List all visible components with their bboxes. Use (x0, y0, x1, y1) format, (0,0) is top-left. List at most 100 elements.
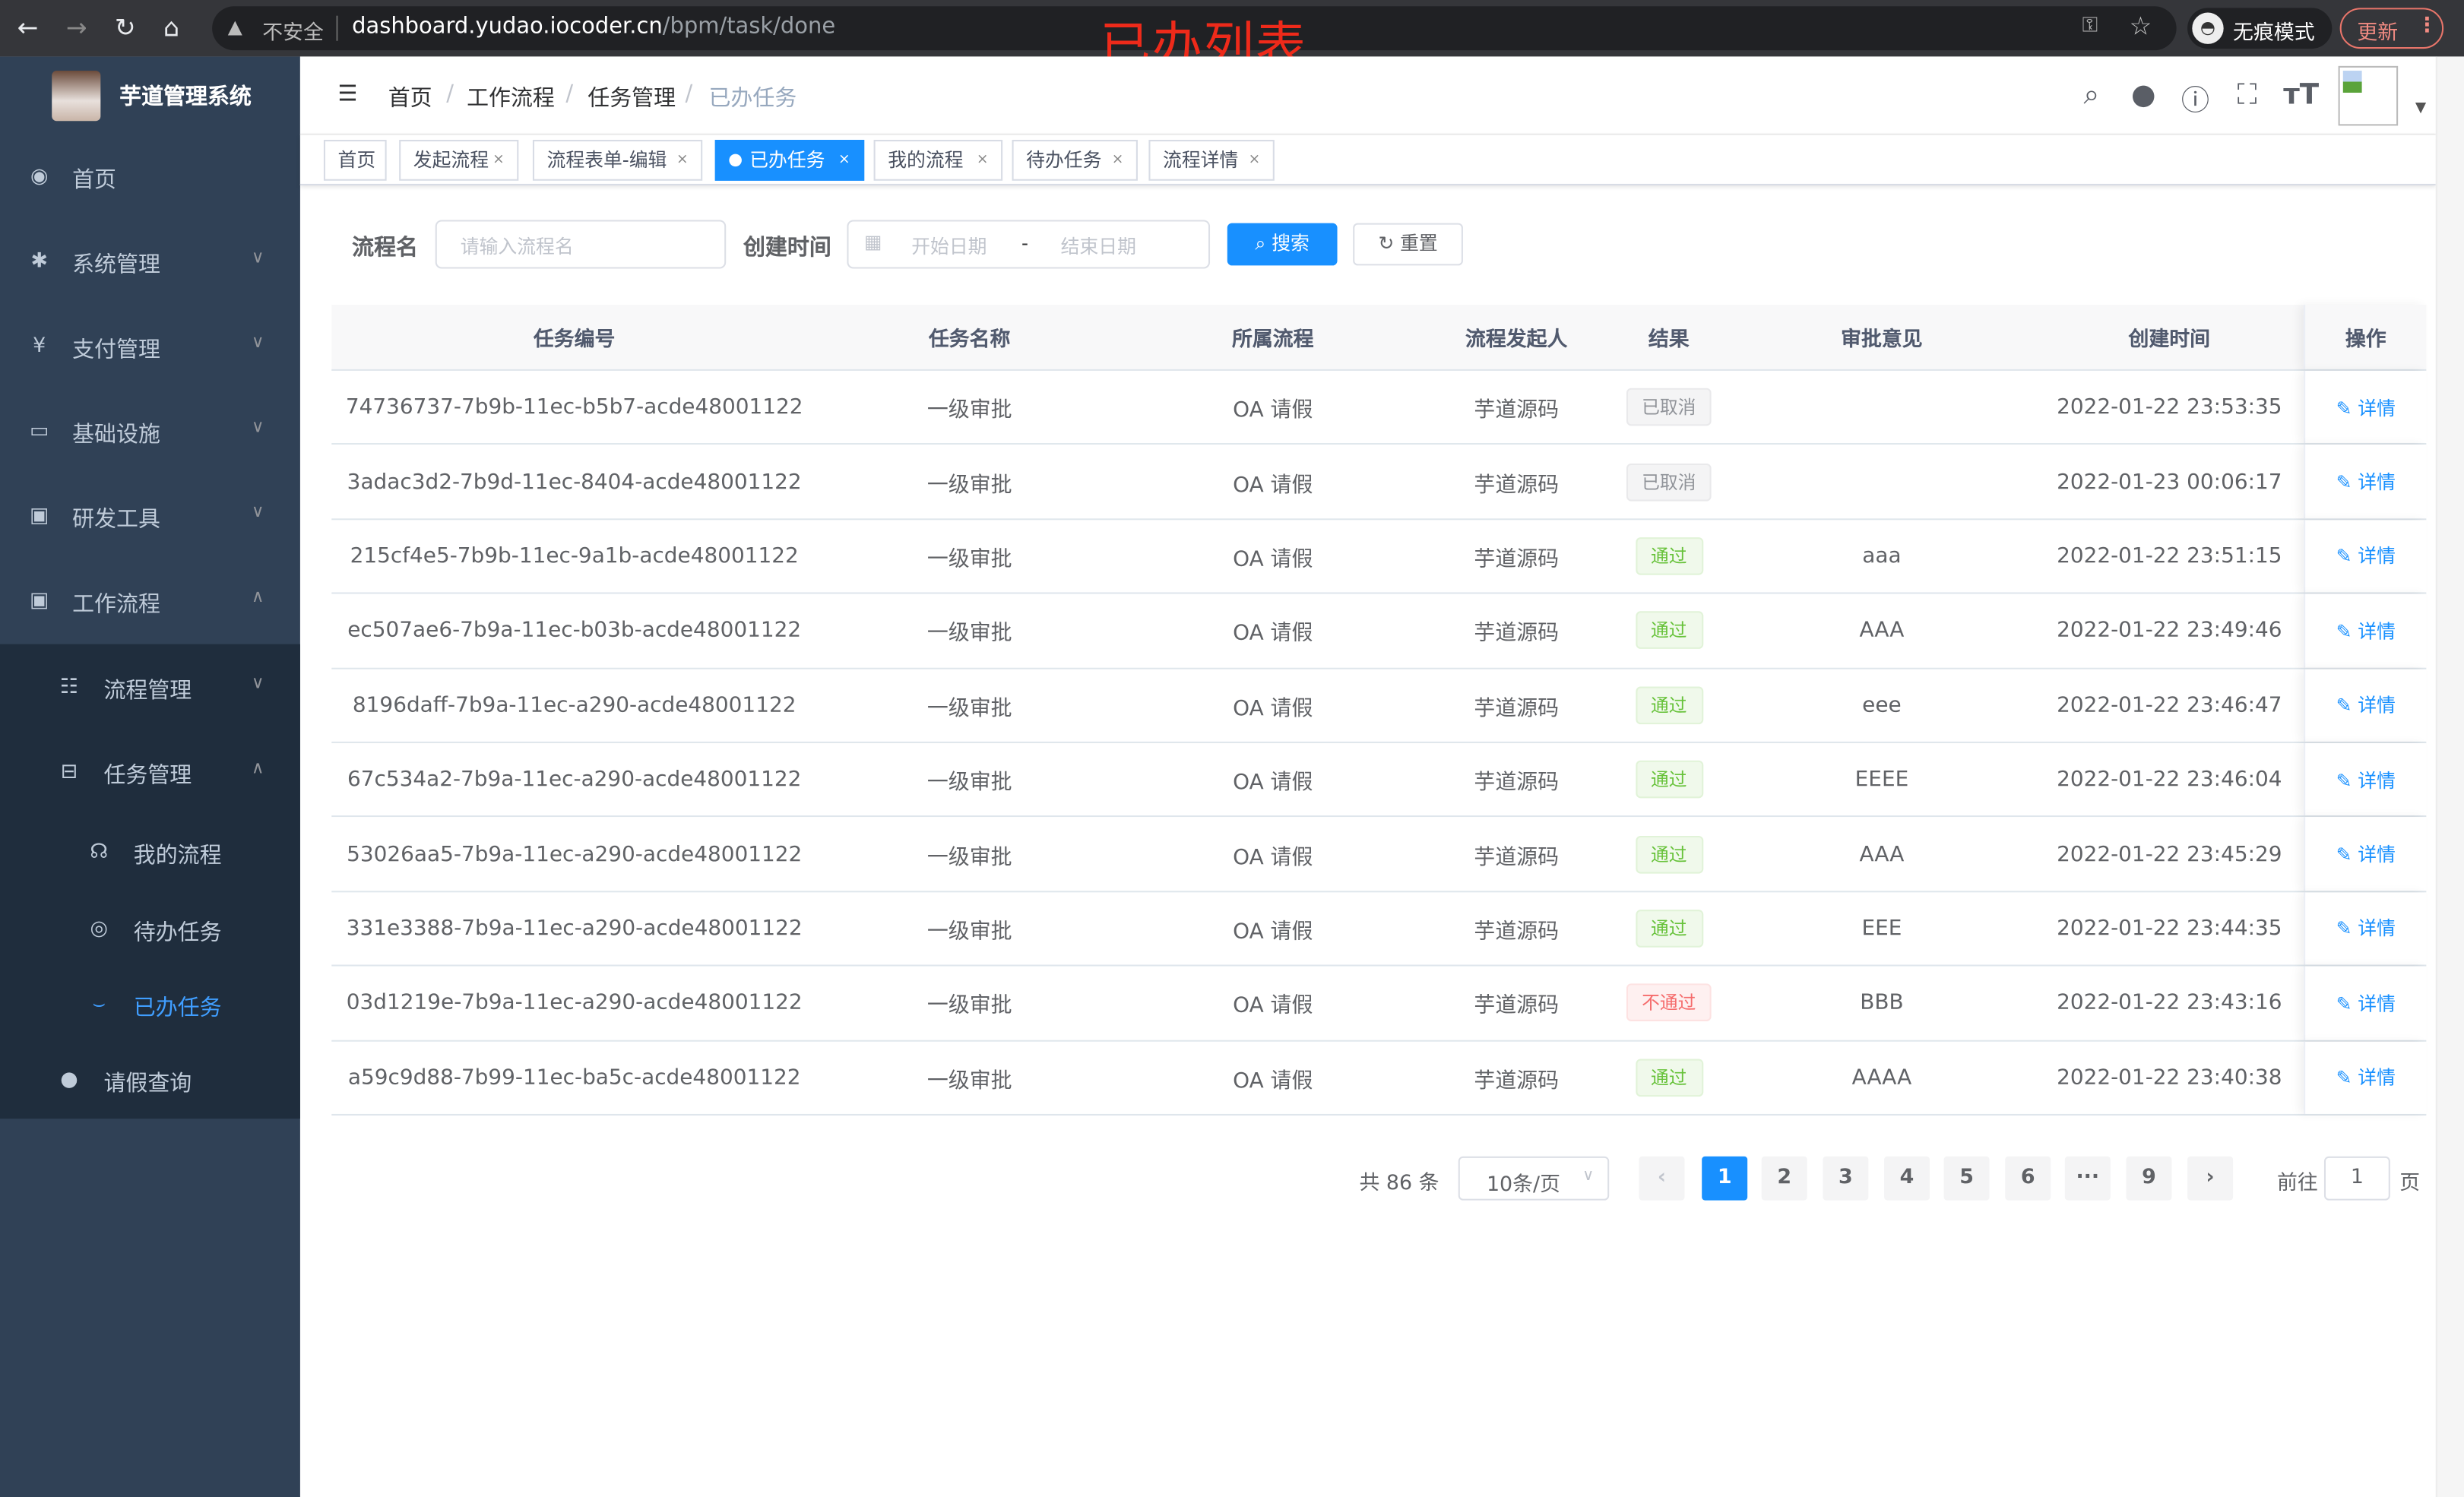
reset-button[interactable]: ↻ 重置 (1353, 223, 1463, 266)
close-icon[interactable]: × (492, 152, 505, 169)
search-icon: ⌕ (1255, 233, 1272, 255)
page-button[interactable]: 4 (1884, 1156, 1930, 1201)
tag-6[interactable]: 流程详情 × (1148, 140, 1275, 181)
sidebar-item-11[interactable]: ● 请假查询 (0, 1049, 300, 1112)
page-button[interactable]: ··· (2064, 1156, 2111, 1201)
help-icon[interactable]: ⓘ (2181, 84, 2210, 119)
process-name-input[interactable]: 请输入流程名 (435, 220, 727, 269)
next-page-button[interactable]: › (2187, 1156, 2234, 1201)
sidebar-item-6[interactable]: ☷ 流程管理 ∨ (0, 657, 300, 720)
date-range-picker[interactable]: ▦ 开始日期 - 结束日期 (847, 220, 1211, 269)
close-icon[interactable]: × (1248, 152, 1261, 169)
end-date-input[interactable]: 结束日期 (1060, 236, 1136, 258)
column-header[interactable]: 结果 (1648, 328, 1690, 353)
page-button[interactable]: 5 (1943, 1156, 1990, 1201)
detail-link[interactable]: ✎ 详情 (2336, 617, 2396, 644)
page-button[interactable]: 6 (2005, 1156, 2051, 1201)
page-button[interactable]: 3 (1823, 1156, 1869, 1201)
table-cell: 67c534a2-7b9a-11ec-a290-acde48001122 (347, 767, 802, 793)
detail-label: 详情 (2358, 397, 2396, 419)
github-icon[interactable]: ● (2130, 78, 2156, 112)
sidebar-item-8[interactable]: ☊ 我的流程 (0, 821, 300, 885)
sidebar-item-0[interactable]: ◉ 首页 (0, 146, 300, 209)
table-cell: 一级审批 (926, 621, 1012, 647)
incognito-badge[interactable]: ◓ 无痕模式 (2187, 8, 2333, 49)
sidebar-item-1[interactable]: ✱ 系统管理 ∨ (0, 231, 300, 294)
tag-0[interactable]: 首页 (323, 140, 387, 181)
address-bar[interactable]: ▲ 不安全 dashboard.yudao.iocoder.cn/bpm/tas… (212, 6, 2177, 51)
detail-link[interactable]: ✎ 详情 (2336, 915, 2396, 942)
page-button[interactable]: 1 (1702, 1156, 1748, 1201)
detail-link[interactable]: ✎ 详情 (2336, 840, 2396, 867)
star-icon[interactable]: ☆ (2129, 11, 2152, 41)
sidebar-item-2[interactable]: ¥ 支付管理 ∨ (0, 316, 300, 379)
page-button[interactable]: 2 (1761, 1156, 1807, 1201)
caret-down-icon[interactable]: ▼ (2415, 100, 2427, 117)
search-button[interactable]: ⌕ 搜索 (1227, 223, 1338, 266)
scrollbar[interactable] (2435, 56, 2464, 1497)
sidebar-item-4[interactable]: ▣ 研发工具 ∨ (0, 486, 300, 549)
column-header[interactable]: 审批意见 (1841, 328, 1923, 353)
goto-page-input[interactable]: 1 (2323, 1156, 2390, 1201)
close-icon[interactable]: × (676, 152, 689, 169)
sidebar-item-9[interactable]: ◎ 待办任务 (0, 899, 300, 962)
page-button[interactable]: 9 (2126, 1156, 2172, 1201)
prev-page-button[interactable]: ‹ (1639, 1156, 1685, 1201)
column-header[interactable]: 任务名称 (928, 328, 1011, 353)
close-icon[interactable]: × (976, 152, 989, 169)
fullscreen-icon[interactable]: ⛶ (2237, 78, 2257, 112)
detail-link[interactable]: ✎ 详情 (2336, 766, 2396, 793)
tag-1[interactable]: 发起流程 × (399, 140, 519, 181)
back-icon[interactable]: ← (17, 12, 39, 43)
search-icon[interactable]: ⌕ (2083, 78, 2100, 112)
page-size-select[interactable]: 10条/页 ∨ (1458, 1156, 1610, 1201)
column-header[interactable]: 流程发起人 (1465, 328, 1568, 353)
sidebar-item-3[interactable]: ▭ 基础设施 ∨ (0, 400, 300, 464)
update-button[interactable]: 更新 ⋮ (2339, 8, 2444, 49)
table-cell: 一级审批 (926, 844, 1012, 870)
column-header[interactable]: 操作 (2304, 305, 2426, 369)
close-icon[interactable]: × (838, 152, 850, 169)
detail-link[interactable]: ✎ 详情 (2336, 692, 2396, 718)
sidebar-item-5[interactable]: ▣ 工作流程 ∧ (0, 571, 300, 634)
breadcrumb-task-management[interactable]: 任务管理 (587, 86, 676, 112)
avatar[interactable] (2338, 65, 2399, 126)
table-cell: 2022-01-22 23:45:29 (2057, 841, 2282, 867)
column-header[interactable]: 所属流程 (1231, 328, 1314, 353)
detail-link[interactable]: ✎ 详情 (2336, 989, 2396, 1016)
tag-3[interactable]: 已办任务 × (714, 140, 865, 181)
breadcrumb-separator: / (446, 81, 454, 107)
table-cell: 芋道源码 (1474, 919, 1560, 945)
detail-link[interactable]: ✎ 详情 (2336, 1064, 2396, 1090)
key-icon[interactable]: ⚿ (2082, 14, 2098, 38)
home-icon[interactable]: ⌂ (163, 12, 180, 43)
font-size-icon[interactable]: тT (2283, 78, 2320, 112)
breadcrumb-workflow[interactable]: 工作流程 (467, 86, 555, 112)
logo (52, 71, 101, 122)
sidebar-item-10[interactable]: ⌣ 已办任务 (0, 974, 300, 1037)
sidebar-item-label: 研发工具 (72, 507, 160, 533)
hamburger-icon[interactable]: ☰ (337, 81, 358, 107)
reset-label: 重置 (1400, 233, 1438, 255)
column-header[interactable]: 创建时间 (2128, 328, 2211, 353)
more-icon[interactable]: ⋮ (2416, 14, 2437, 38)
close-icon[interactable]: × (1111, 152, 1124, 169)
sidebar-item-7[interactable]: ⊟ 任务管理 ∧ (0, 742, 300, 805)
table-header: 任务编号 任务名称 所属流程 流程发起人 结果 审批意见 创建时间 操作 (331, 305, 2427, 371)
monitor-icon: ▭ (29, 419, 49, 444)
detail-link[interactable]: ✎ 详情 (2336, 394, 2396, 420)
start-date-input[interactable]: 开始日期 (911, 236, 987, 258)
column-header[interactable]: 任务编号 (533, 328, 616, 353)
table-cell: 一级审批 (926, 993, 1012, 1019)
breadcrumb-home[interactable]: 首页 (388, 86, 432, 112)
url-text[interactable]: dashboard.yudao.iocoder.cn/bpm/task/done (352, 14, 835, 40)
tag-4[interactable]: 我的流程 × (873, 140, 1003, 181)
tag-2[interactable]: 流程表单-编辑 × (532, 140, 703, 181)
detail-link[interactable]: ✎ 详情 (2336, 468, 2396, 495)
detail-link[interactable]: ✎ 详情 (2336, 543, 2396, 569)
sidebar-item-label: 已办任务 (133, 995, 222, 1021)
table-cell: OA 请假 (1233, 546, 1313, 572)
forward-icon[interactable]: → (65, 12, 87, 43)
tag-5[interactable]: 待办任务 × (1012, 140, 1138, 181)
reload-icon[interactable]: ↻ (114, 12, 136, 43)
